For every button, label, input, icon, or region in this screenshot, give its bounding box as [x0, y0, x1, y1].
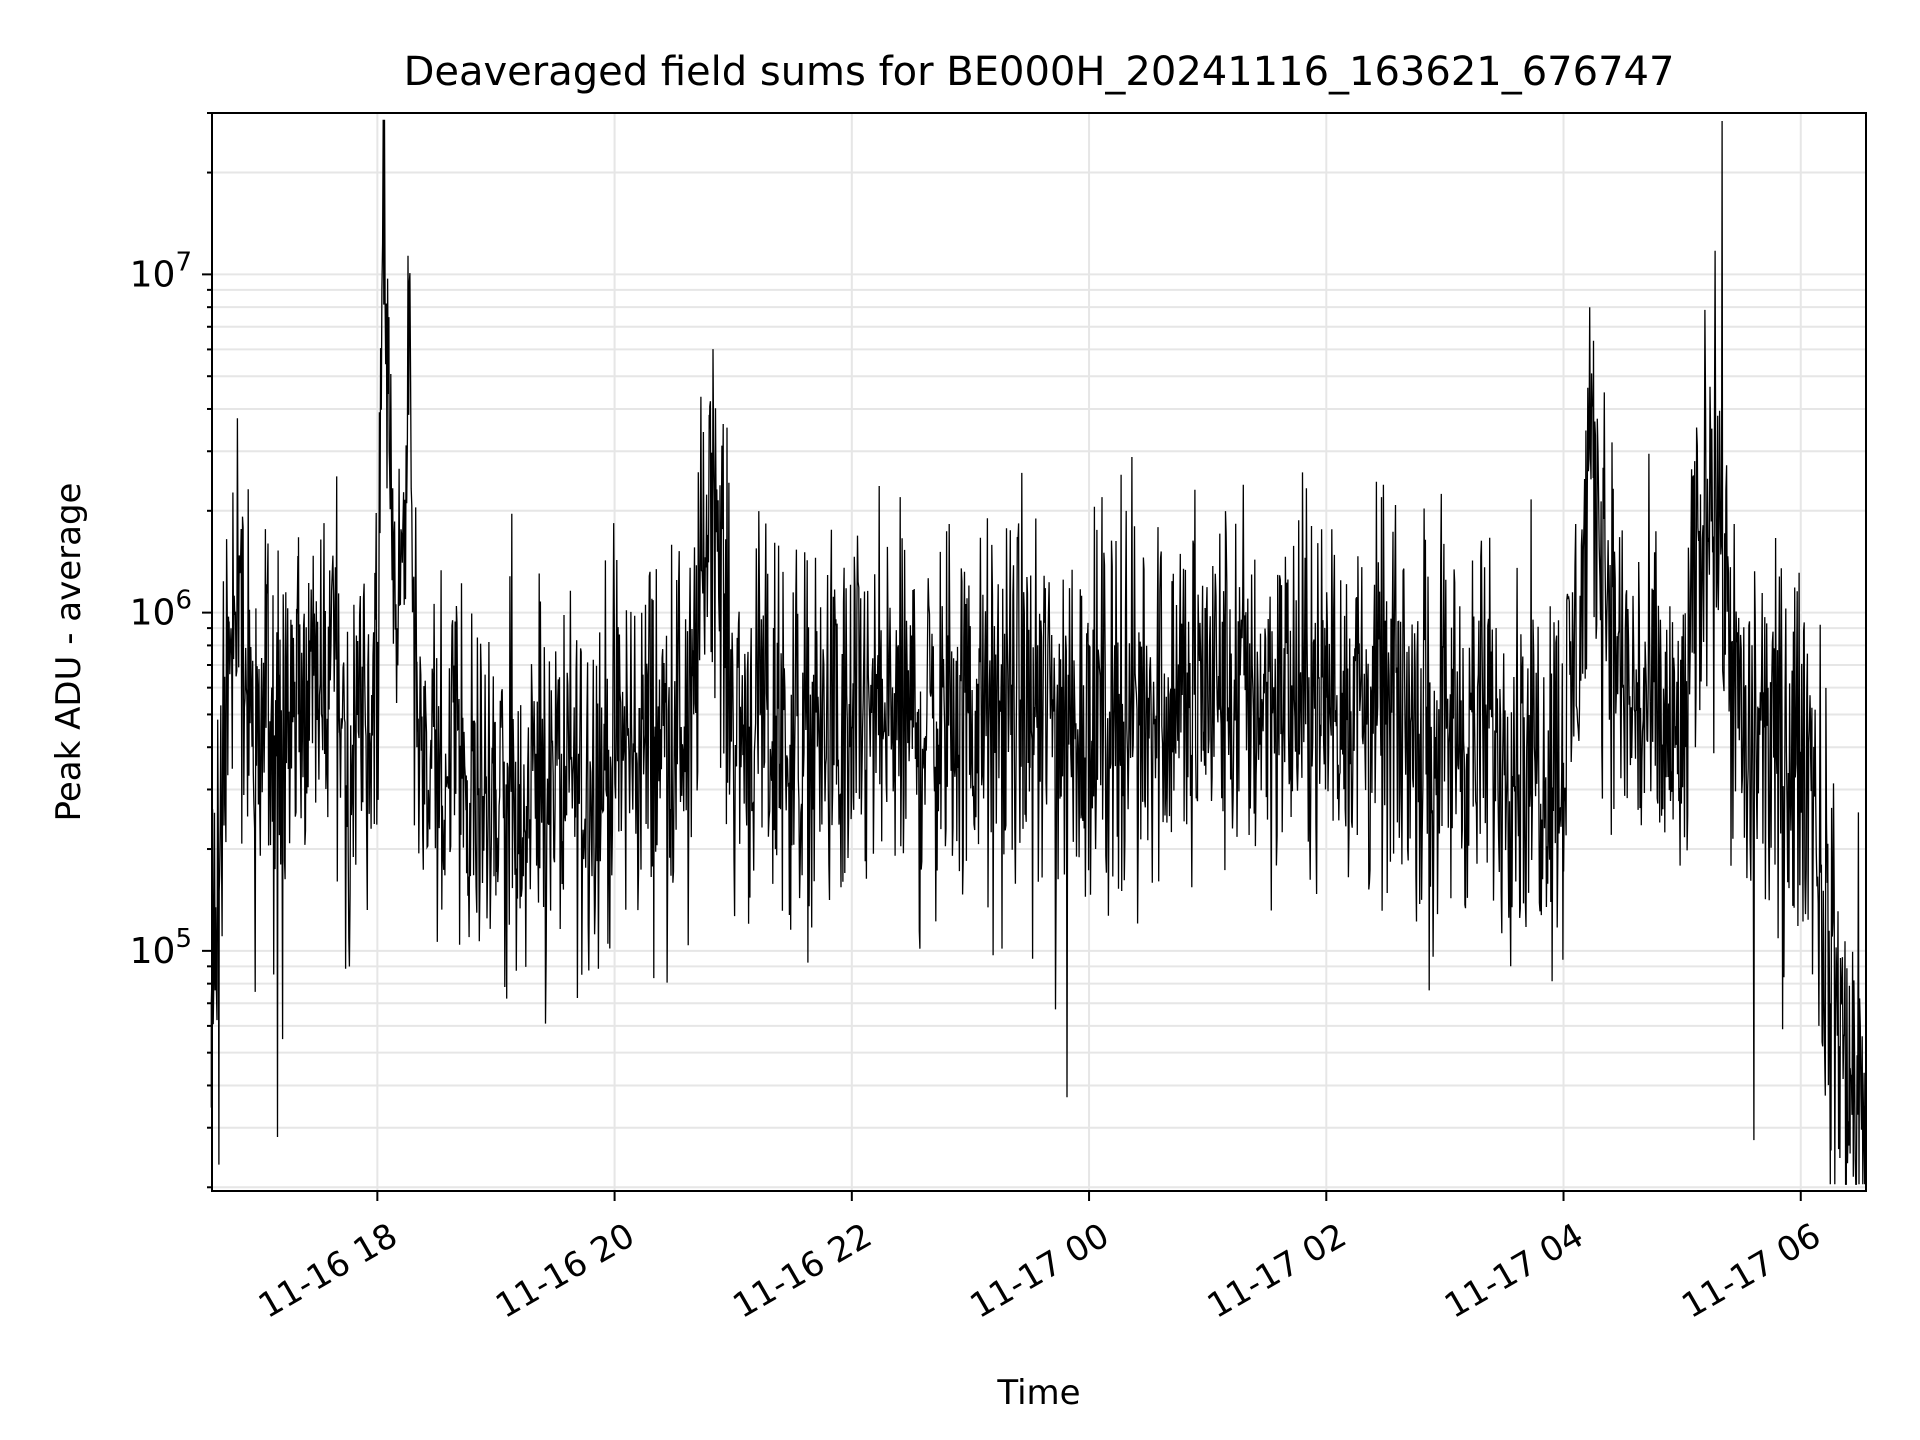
x-tick-label: 11-17 00 — [964, 1216, 1116, 1327]
x-axis-label: Time — [996, 1373, 1080, 1413]
plot-frame — [211, 112, 1867, 1192]
y-tick-label: 105 — [130, 924, 192, 972]
y-tick-label: 107 — [130, 247, 192, 295]
plot-area — [210, 119, 1867, 1185]
x-tick-label: 11-16 18 — [252, 1216, 404, 1327]
series-line — [210, 119, 1867, 1185]
y-axis-label: Peak ADU - average — [49, 483, 89, 822]
x-tick-label: 11-17 04 — [1438, 1216, 1590, 1327]
x-tick-label: 11-17 06 — [1675, 1216, 1827, 1327]
y-tick-label: 106 — [130, 586, 192, 634]
chart-title: Deaveraged field sums for BE000H_2024111… — [404, 49, 1675, 95]
x-tick-label: 11-16 20 — [489, 1216, 641, 1327]
x-tick-label: 11-16 22 — [726, 1216, 878, 1327]
x-tick-label: 11-17 02 — [1201, 1216, 1353, 1327]
